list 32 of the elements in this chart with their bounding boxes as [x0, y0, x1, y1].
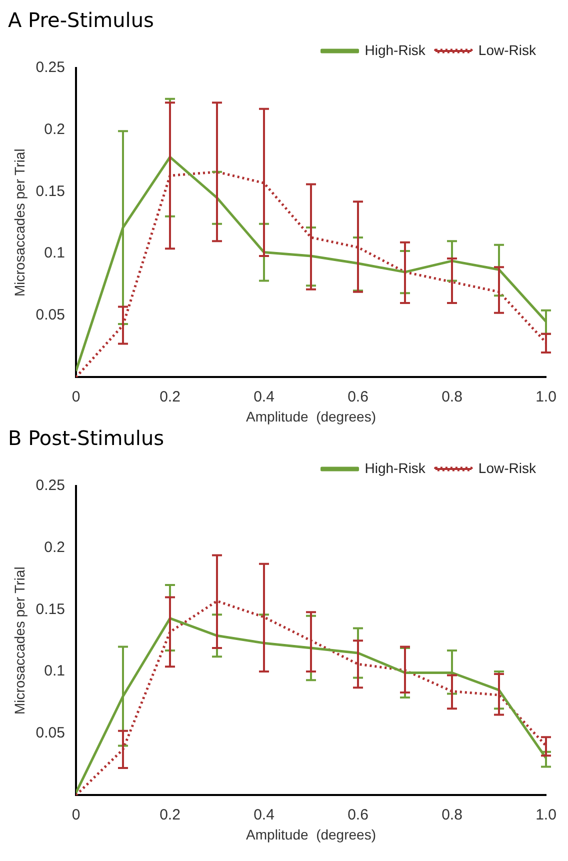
- y-tick-label: 0.25: [36, 477, 65, 494]
- y-tick-label: 0.15: [36, 182, 65, 200]
- legend-label: High-Risk: [364, 460, 426, 476]
- legend-label: High-Risk: [364, 42, 426, 58]
- y-tick-label: 0.2: [44, 538, 65, 556]
- y-tick-label: 0.25: [36, 59, 65, 76]
- chart-title: B Post-Stimulus: [8, 426, 166, 452]
- legend-label: Low-Risk: [478, 460, 537, 476]
- x-tick-label: 0.2: [160, 388, 180, 406]
- x-tick-label: 0.2: [160, 806, 180, 824]
- x-tick-label: 1.0: [536, 388, 556, 406]
- y-tick-label: 0.05: [36, 306, 65, 324]
- x-tick-label: 0.4: [254, 388, 274, 406]
- x-tick-label: 1.0: [536, 806, 556, 824]
- y-tick-label: 0.05: [36, 724, 65, 742]
- y-tick-label: 0.15: [36, 600, 65, 618]
- y-tick-label: 0.1: [44, 244, 65, 262]
- y-axis-title: Microsaccades per Trial: [11, 148, 28, 297]
- y-tick-label: 0.1: [44, 662, 65, 680]
- y-tick-label: 0.2: [44, 120, 65, 138]
- x-tick-label: 0.6: [348, 388, 368, 406]
- x-tick-label: 0: [72, 806, 80, 824]
- x-tick-label: 0.8: [442, 388, 462, 406]
- y-axis-title: Microsaccades per Trial: [11, 566, 28, 715]
- x-tick-label: 0.6: [348, 806, 368, 824]
- legend-label: Low-Risk: [478, 42, 537, 58]
- x-axis-title: Amplitude (degrees): [246, 826, 376, 842]
- x-tick-label: 0.8: [442, 806, 462, 824]
- x-tick-label: 0: [72, 388, 80, 406]
- x-tick-label: 0.4: [254, 806, 274, 824]
- chart-title: A Pre-Stimulus: [8, 8, 155, 34]
- x-axis-title: Amplitude (degrees): [246, 408, 376, 424]
